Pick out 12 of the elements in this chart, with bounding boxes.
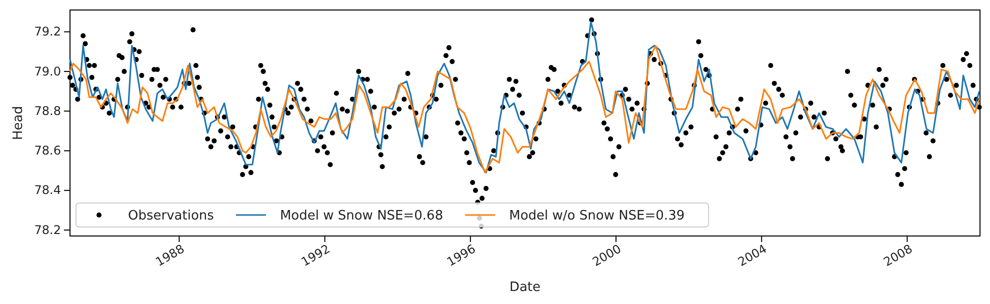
- y-tick-label: 78.8: [34, 104, 61, 118]
- y-tick-label: 78.2: [34, 222, 61, 237]
- x-axis-title: Date: [509, 280, 541, 295]
- y-tick-label: 79.0: [34, 64, 61, 78]
- y-axis-title: Head: [11, 106, 26, 140]
- legend-label: Model w Snow NSE=0.68: [280, 208, 444, 224]
- legend-label: Observations: [128, 208, 214, 224]
- y-tick-label: 79.2: [34, 24, 61, 39]
- line-series: [69, 44, 980, 174]
- legend-label: Model w/o Snow NSE=0.39: [509, 208, 685, 224]
- y-tick-label: 78.4: [34, 183, 61, 198]
- y-tick-label: 78.6: [34, 144, 61, 158]
